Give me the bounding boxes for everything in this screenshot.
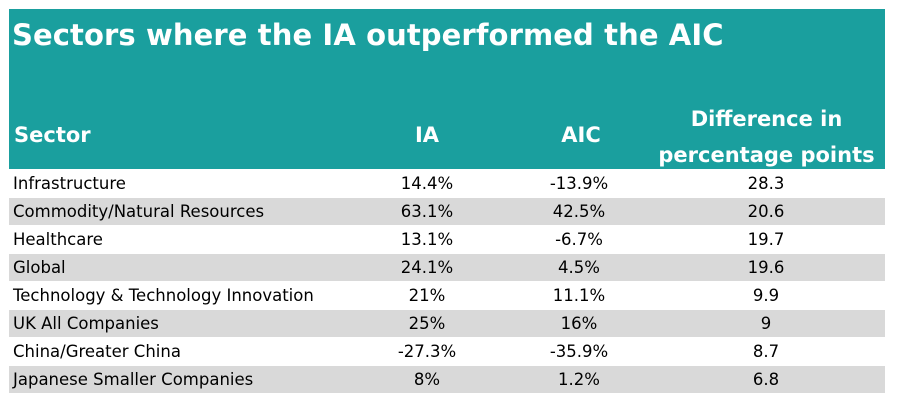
table-row: China/Greater China -27.3% -35.9% 8.7 (9, 338, 885, 365)
cell-ia: 8% (413, 370, 441, 389)
cell-difference: 19.6 (747, 258, 785, 277)
cell-difference: 20.6 (747, 202, 785, 221)
table-row: Technology & Technology Innovation 21% 1… (9, 282, 885, 309)
table-body: Infrastructure 14.4% -13.9% 28.3 Commodi… (9, 170, 885, 393)
cell-aic: -13.9% (549, 174, 609, 193)
cell-ia: 24.1% (400, 258, 454, 277)
cell-difference: 19.7 (747, 230, 785, 249)
cell-difference: 8.7 (752, 342, 780, 361)
table-header: Sectors where the IA outperformed the AI… (9, 9, 885, 169)
table-row: Japanese Smaller Companies 8% 1.2% 6.8 (9, 366, 885, 393)
table-row: Commodity/Natural Resources 63.1% 42.5% … (9, 198, 885, 225)
column-header-aic: AIC (561, 123, 601, 147)
cell-aic: -6.7% (555, 230, 603, 249)
cell-sector: Technology & Technology Innovation (13, 286, 314, 305)
column-header-difference: Difference in percentage points (658, 107, 875, 167)
table-row: Healthcare 13.1% -6.7% 19.7 (9, 226, 885, 253)
cell-aic: 16% (560, 314, 598, 333)
cell-aic: 42.5% (552, 202, 606, 221)
cell-sector: Global (13, 258, 66, 277)
cell-aic: 1.2% (558, 370, 600, 389)
cell-ia: 13.1% (400, 230, 454, 249)
cell-difference: 28.3 (747, 174, 785, 193)
table-row: UK All Companies 25% 16% 9 (9, 310, 885, 337)
cell-aic: 11.1% (552, 286, 606, 305)
cell-difference: 9 (760, 314, 772, 333)
cell-sector: Infrastructure (13, 174, 126, 193)
cell-difference: 9.9 (752, 286, 780, 305)
column-header-sector: Sector (14, 123, 91, 147)
cell-sector: China/Greater China (13, 342, 181, 361)
sector-table: Sectors where the IA outperformed the AI… (9, 9, 885, 394)
cell-ia: 21% (408, 286, 446, 305)
cell-sector: Japanese Smaller Companies (13, 370, 254, 389)
cell-sector: UK All Companies (13, 314, 159, 333)
table-title: Sectors where the IA outperformed the AI… (12, 18, 724, 52)
cell-sector: Healthcare (13, 230, 103, 249)
table-row: Global 24.1% 4.5% 19.6 (9, 254, 885, 281)
cell-aic: -35.9% (549, 342, 609, 361)
table-row: Infrastructure 14.4% -13.9% 28.3 (9, 170, 885, 197)
cell-ia: -27.3% (397, 342, 457, 361)
column-header-ia: IA (414, 123, 440, 147)
cell-ia: 63.1% (400, 202, 454, 221)
cell-difference: 6.8 (752, 370, 780, 389)
cell-sector: Commodity/Natural Resources (13, 202, 265, 221)
cell-ia: 14.4% (400, 174, 454, 193)
cell-aic: 4.5% (558, 258, 600, 277)
cell-ia: 25% (408, 314, 446, 333)
